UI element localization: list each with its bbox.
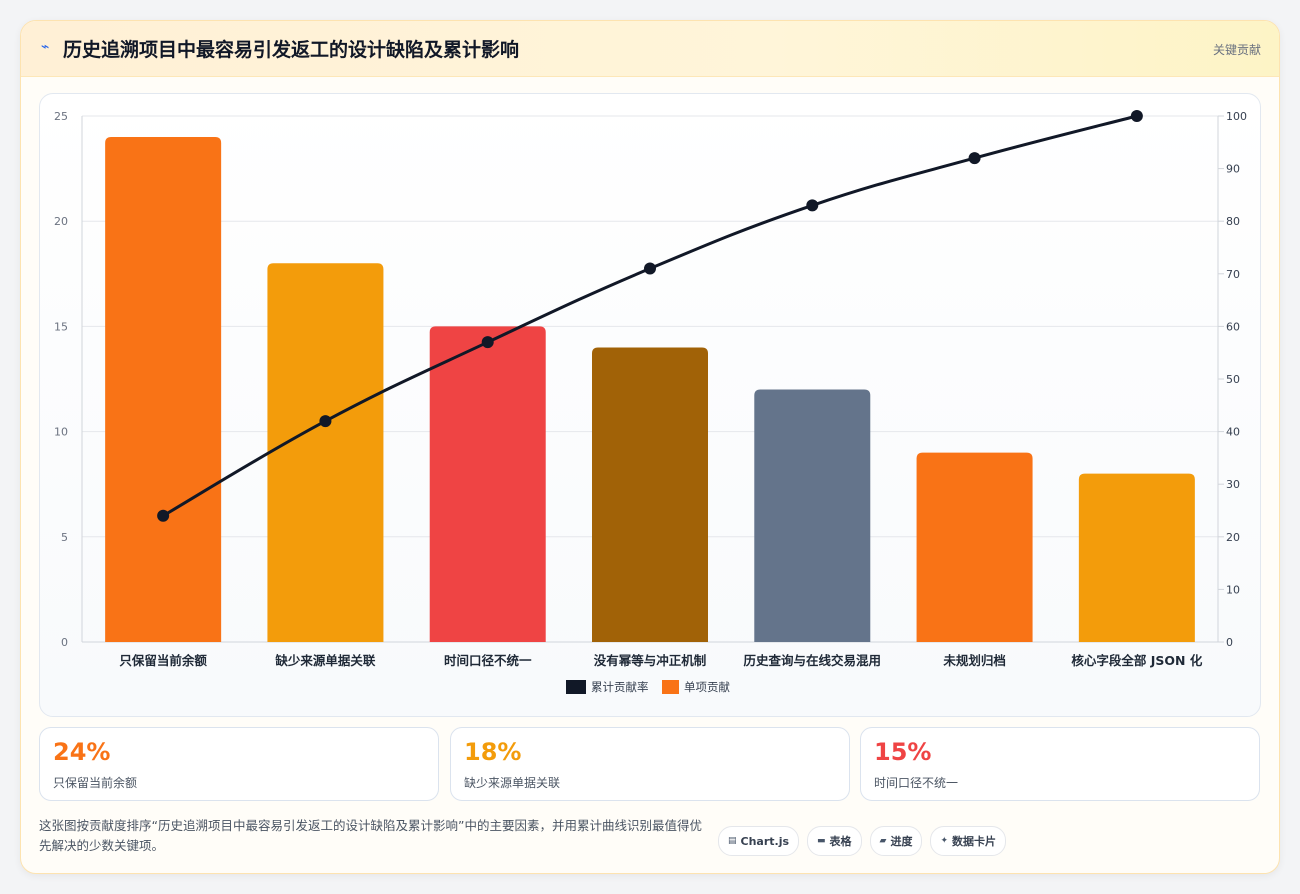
kpi-value: 24% — [53, 738, 111, 766]
kpi-label: 时间口径不统一 — [874, 776, 959, 790]
chart-description: 这张图按贡献度排序“历史追溯项目中最容易引发返工的设计缺陷及累计影响”中的主要因… — [39, 818, 702, 853]
chart-panel: 0 5 10 15 20 25 0 10 20 30 40 50 60 70 80 90 100 只保留当前余额 缺… — [39, 93, 1261, 717]
y2-tick-label: 10 — [1226, 583, 1240, 596]
line-point — [319, 415, 332, 428]
y2-tick-label: 20 — [1226, 531, 1240, 544]
legend-swatch — [662, 680, 679, 694]
progress-icon: ▰ — [879, 836, 887, 846]
y-tick-label: 5 — [61, 531, 68, 544]
y2-tick-label: 100 — [1226, 110, 1247, 123]
card-icon: ✦ — [940, 836, 949, 846]
x-tick-label: 没有幂等与冲正机制 — [594, 653, 707, 668]
kpi-card-3: 15% 时间口径不统一 — [860, 727, 1260, 801]
bar — [1078, 473, 1195, 642]
y-tick-label: 20 — [54, 215, 68, 228]
y2-tick-label: 30 — [1226, 478, 1240, 491]
tag-label: Chart.js — [740, 834, 790, 848]
y2-tick-label: 90 — [1226, 163, 1240, 176]
y-tick-label: 10 — [54, 426, 68, 439]
y2-tick-label: 80 — [1226, 215, 1240, 228]
line-point — [481, 336, 494, 349]
header-tag: 关键贡献 — [1212, 43, 1261, 57]
chart-icon: ▤ — [728, 836, 737, 846]
tag-label: 进度 — [890, 835, 913, 848]
kpi-value: 18% — [464, 738, 522, 766]
bar — [267, 263, 384, 642]
x-tick-label: 只保留当前余额 — [119, 653, 207, 668]
card-header: ⌁ 历史追溯项目中最容易引发返工的设计缺陷及累计影响 关键贡献 — [21, 21, 1279, 77]
y2-tick-label: 0 — [1226, 636, 1233, 649]
tag-label: 表格 — [829, 835, 852, 848]
legend-swatch — [566, 680, 586, 694]
tag-table[interactable]: ▬ 表格 — [807, 826, 862, 856]
x-tick-label: 缺少来源单据关联 — [275, 653, 376, 668]
bar — [429, 326, 546, 642]
bar — [754, 389, 871, 642]
y-tick-label: 15 — [54, 320, 68, 333]
chart-card: ⌁ 历史追溯项目中最容易引发返工的设计缺陷及累计影响 关键贡献 0 5 10 15 20… — [20, 20, 1280, 874]
line-point — [806, 199, 819, 212]
table-icon: ▬ — [817, 836, 826, 846]
y2-tick-label: 40 — [1226, 426, 1240, 439]
line-point — [157, 509, 170, 522]
y2-tick-label: 60 — [1226, 320, 1240, 333]
tag-label: 数据卡片 — [952, 835, 997, 848]
bar — [105, 137, 222, 642]
x-tick-label: 核心字段全部 JSON 化 — [1071, 653, 1202, 668]
line-point — [968, 152, 981, 165]
kpi-card-2: 18% 缺少来源单据关联 — [450, 727, 850, 801]
kpi-label: 只保留当前余额 — [53, 776, 138, 790]
legend-label: 单项贡献 — [684, 680, 730, 694]
y2-tick-label: 70 — [1226, 268, 1240, 281]
bar — [916, 452, 1033, 642]
kpi-label: 缺少来源单据关联 — [464, 776, 561, 790]
tag-data-card[interactable]: ✦ 数据卡片 — [930, 826, 1007, 856]
x-tick-label: 历史查询与在线交易混用 — [744, 653, 882, 668]
lightning-icon: ⌁ — [41, 39, 50, 55]
tech-tags: ▤ Chart.js ▬ 表格 ▰ 进度 ✦ 数据卡片 — [718, 826, 1007, 856]
kpi-card-1: 24% 只保留当前余额 — [39, 727, 439, 801]
line-point — [644, 262, 656, 275]
line-point — [1130, 110, 1143, 122]
y2-tick-label: 50 — [1226, 373, 1240, 386]
x-tick-label: 未规划归档 — [942, 653, 1006, 668]
y-tick-label: 0 — [61, 636, 68, 649]
bar — [592, 347, 708, 642]
x-tick-label: 时间口径不统一 — [444, 653, 532, 668]
y-tick-label: 25 — [54, 110, 68, 123]
chart-title: 历史追溯项目中最容易引发返工的设计缺陷及累计影响 — [63, 39, 520, 61]
kpi-value: 15% — [874, 738, 932, 766]
tag-progress[interactable]: ▰ 进度 — [869, 826, 923, 856]
pareto-chart: 0 5 10 15 20 25 0 10 20 30 40 50 60 70 80 90 100 只保留当前余额 缺… — [54, 110, 1247, 694]
tag-chartjs[interactable]: ▤ Chart.js — [718, 826, 800, 856]
legend-label: 累计贡献率 — [591, 680, 649, 694]
